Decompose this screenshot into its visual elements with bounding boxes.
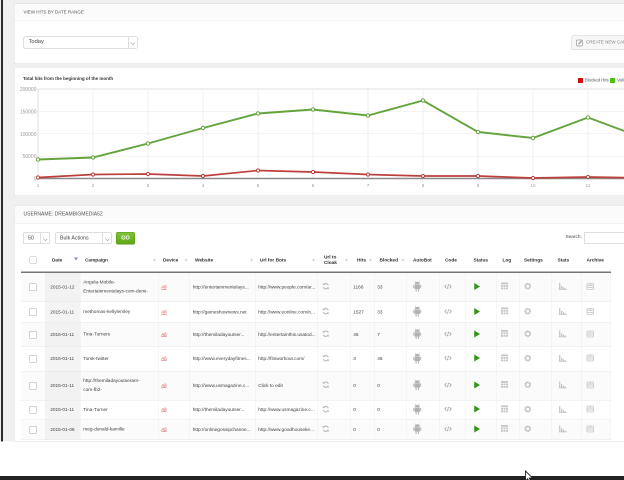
svg-text:200000: 200000 xyxy=(20,87,37,93)
svg-text:2: 2 xyxy=(92,183,95,188)
svg-text:100000: 100000 xyxy=(20,132,37,138)
svg-text:0: 0 xyxy=(34,177,37,183)
svg-text:10: 10 xyxy=(530,183,536,188)
svg-text:8: 8 xyxy=(422,183,425,188)
svg-text:4: 4 xyxy=(202,183,205,188)
svg-text:5: 5 xyxy=(257,183,260,188)
svg-text:7: 7 xyxy=(367,183,370,188)
svg-text:6: 6 xyxy=(312,183,315,188)
svg-text:50000: 50000 xyxy=(23,154,37,160)
svg-text:9: 9 xyxy=(477,183,480,188)
svg-text:3: 3 xyxy=(147,183,150,188)
svg-text:1: 1 xyxy=(37,183,40,188)
svg-text:150000: 150000 xyxy=(20,109,37,115)
svg-text:11: 11 xyxy=(586,183,591,188)
